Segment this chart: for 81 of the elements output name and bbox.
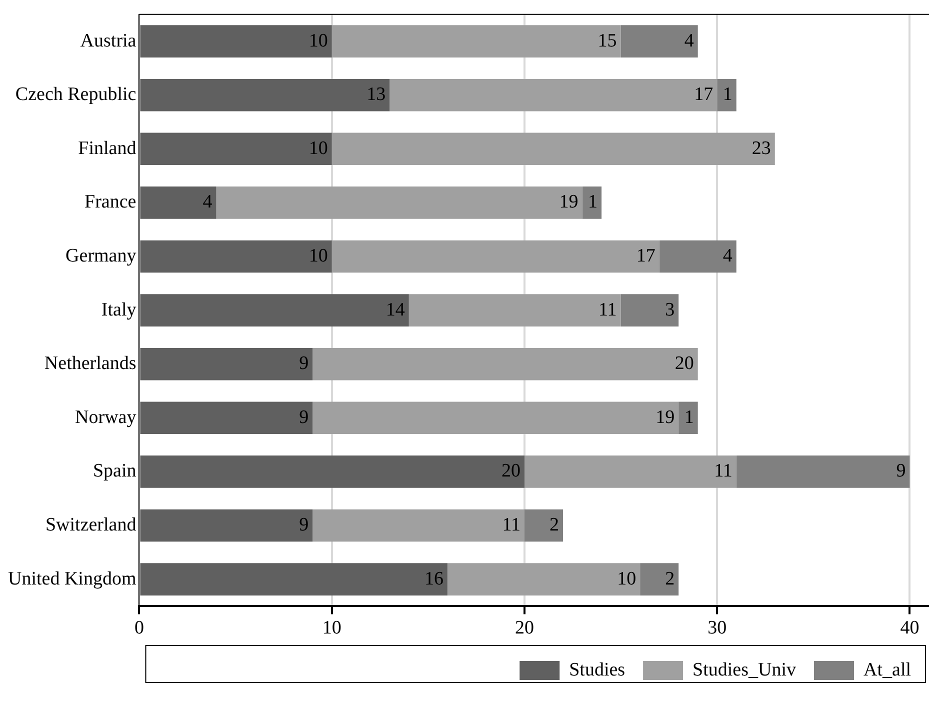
data-label: 11 [714,460,732,482]
data-label: 19 [559,192,578,213]
x-tick-label: 10 [322,618,342,639]
bar [659,240,736,273]
data-label: 20 [501,460,520,482]
bar [140,132,332,166]
y-tick-label: United Kingdom [8,568,136,590]
bar [620,25,698,58]
bar [390,78,718,112]
data-label: 15 [598,30,617,52]
data-label: 10 [617,568,636,590]
data-label: 9 [299,353,309,374]
bar [717,78,736,112]
data-label: 17 [636,245,656,266]
bar [640,563,679,596]
bar [140,402,313,434]
bar [678,402,698,434]
data-label: 9 [299,514,309,536]
y-tick-label: Spain [92,460,137,482]
legend-label: Studies [569,659,626,680]
legend-label: At_all [864,659,912,680]
y-tick-label: Czech Republic [15,84,136,106]
data-label: 10 [308,30,328,52]
bar [216,186,582,219]
bar [447,563,640,596]
x-tick-label: 0 [134,618,144,639]
data-label: 14 [386,299,406,320]
data-label: 4 [684,30,694,52]
data-label: 4 [722,245,733,266]
bar [140,294,409,326]
data-label: 11 [502,514,520,536]
data-label: 3 [665,299,675,320]
bar [332,25,621,58]
y-tick-label: Italy [101,299,137,320]
data-label: 20 [674,353,694,374]
y-tick-label: Finland [78,138,137,159]
x-tick-label: 20 [514,618,534,639]
data-label: 10 [308,138,328,159]
bar [140,240,332,273]
bar [332,132,775,166]
data-label: 19 [656,406,675,428]
data-label: 1 [722,84,732,106]
data-label: 16 [424,568,444,590]
data-label: 9 [299,406,309,428]
bar [140,348,313,380]
data-label: 2 [550,514,560,536]
bar [524,456,736,488]
bar [140,509,313,542]
bar [524,509,564,542]
data-label: 1 [588,192,598,213]
y-tick-label: France [84,192,136,213]
bar [140,186,216,219]
bar [736,456,910,488]
y-tick-label: Switzerland [45,514,137,536]
data-label: 9 [896,460,906,482]
bar [582,186,602,219]
data-label: 4 [202,192,213,213]
bar [312,402,679,434]
bar [408,294,621,326]
bar [140,456,524,488]
bar [140,563,448,596]
y-tick-label: Netherlands [44,353,136,374]
data-label: 23 [752,138,771,159]
y-tick-label: Germany [66,245,137,266]
data-label: 2 [665,568,675,590]
data-label: 13 [366,84,386,106]
data-label: 11 [598,299,617,320]
bar [312,348,698,380]
y-tick-label: Norway [75,406,137,428]
data-label: 1 [684,406,694,428]
x-tick-label: 40 [900,618,920,639]
bar [332,240,660,273]
bar [620,294,679,326]
y-tick-label: Austria [80,30,137,52]
legend-label: Studies_Univ [692,659,797,680]
bar [312,509,524,542]
data-label: 10 [308,245,328,266]
bar [140,25,332,58]
data-label: 17 [694,84,714,106]
x-tick-label: 30 [708,618,727,639]
bar [140,78,390,112]
